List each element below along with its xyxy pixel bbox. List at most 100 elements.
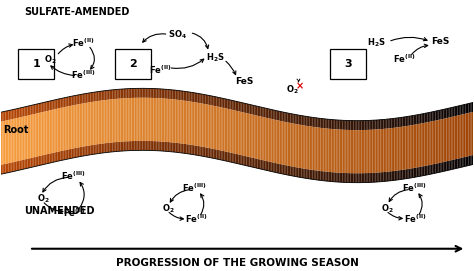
Polygon shape xyxy=(289,113,291,123)
Polygon shape xyxy=(267,118,268,162)
Polygon shape xyxy=(281,121,283,164)
Polygon shape xyxy=(48,101,49,111)
Polygon shape xyxy=(81,147,82,156)
Polygon shape xyxy=(54,100,56,109)
Polygon shape xyxy=(410,116,412,125)
Polygon shape xyxy=(91,145,92,155)
Polygon shape xyxy=(177,100,179,143)
Polygon shape xyxy=(136,98,138,141)
Polygon shape xyxy=(410,168,412,178)
Polygon shape xyxy=(436,111,437,121)
Polygon shape xyxy=(156,98,158,141)
Text: $\mathbf{O_2}$: $\mathbf{O_2}$ xyxy=(162,203,175,215)
Polygon shape xyxy=(236,111,237,154)
Polygon shape xyxy=(360,173,362,183)
Polygon shape xyxy=(127,98,128,141)
Polygon shape xyxy=(86,146,87,156)
Polygon shape xyxy=(15,161,17,171)
Polygon shape xyxy=(45,154,46,164)
Polygon shape xyxy=(174,143,175,152)
Polygon shape xyxy=(398,170,399,180)
Polygon shape xyxy=(12,119,13,162)
Polygon shape xyxy=(375,120,377,130)
Polygon shape xyxy=(294,114,295,124)
Polygon shape xyxy=(380,172,382,182)
Polygon shape xyxy=(120,98,122,142)
Polygon shape xyxy=(442,162,443,172)
Text: $\mathbf{O_2}$: $\mathbf{O_2}$ xyxy=(44,54,57,66)
Polygon shape xyxy=(13,119,15,162)
Polygon shape xyxy=(2,164,4,174)
Polygon shape xyxy=(40,156,42,165)
Polygon shape xyxy=(65,107,67,150)
Polygon shape xyxy=(136,88,138,98)
Polygon shape xyxy=(346,173,347,182)
Polygon shape xyxy=(221,98,223,108)
Polygon shape xyxy=(75,105,76,148)
Polygon shape xyxy=(406,117,407,126)
Polygon shape xyxy=(377,129,379,173)
Polygon shape xyxy=(354,173,355,183)
Polygon shape xyxy=(423,123,425,166)
Polygon shape xyxy=(138,98,139,141)
Polygon shape xyxy=(284,122,286,165)
Polygon shape xyxy=(111,142,112,152)
Polygon shape xyxy=(344,120,346,130)
Polygon shape xyxy=(300,125,301,168)
Polygon shape xyxy=(150,98,152,141)
Polygon shape xyxy=(390,171,392,181)
Polygon shape xyxy=(330,120,331,129)
Polygon shape xyxy=(202,94,204,104)
Polygon shape xyxy=(448,117,450,161)
Polygon shape xyxy=(175,100,177,143)
Polygon shape xyxy=(94,101,95,145)
Polygon shape xyxy=(92,102,94,145)
Polygon shape xyxy=(226,151,228,161)
Polygon shape xyxy=(215,149,217,159)
Polygon shape xyxy=(155,141,156,151)
Polygon shape xyxy=(124,98,125,141)
Polygon shape xyxy=(262,160,264,170)
Polygon shape xyxy=(119,89,120,99)
Polygon shape xyxy=(2,121,4,164)
Polygon shape xyxy=(432,111,434,121)
Polygon shape xyxy=(310,169,311,179)
Polygon shape xyxy=(135,98,136,141)
Polygon shape xyxy=(217,107,218,150)
Polygon shape xyxy=(330,172,331,182)
Polygon shape xyxy=(420,114,421,124)
Polygon shape xyxy=(67,106,68,150)
Polygon shape xyxy=(174,99,175,143)
Polygon shape xyxy=(150,141,152,150)
Polygon shape xyxy=(287,166,289,175)
Polygon shape xyxy=(383,172,385,182)
Polygon shape xyxy=(45,111,46,155)
Text: $\mathbf{\times}$: $\mathbf{\times}$ xyxy=(295,80,304,91)
Polygon shape xyxy=(294,167,295,176)
Polygon shape xyxy=(350,130,352,173)
Polygon shape xyxy=(291,114,292,123)
Polygon shape xyxy=(97,92,99,101)
Polygon shape xyxy=(215,106,217,150)
Polygon shape xyxy=(355,130,357,173)
Polygon shape xyxy=(455,107,456,116)
Polygon shape xyxy=(451,107,453,117)
Polygon shape xyxy=(431,121,432,165)
Polygon shape xyxy=(402,170,404,179)
Polygon shape xyxy=(432,164,434,174)
Polygon shape xyxy=(438,120,440,163)
Polygon shape xyxy=(418,167,420,177)
Polygon shape xyxy=(450,160,451,170)
Polygon shape xyxy=(336,120,338,130)
Polygon shape xyxy=(308,117,310,126)
Polygon shape xyxy=(324,171,325,181)
Polygon shape xyxy=(53,153,54,162)
Polygon shape xyxy=(464,157,465,167)
Polygon shape xyxy=(465,156,467,166)
Polygon shape xyxy=(68,106,70,149)
Polygon shape xyxy=(73,148,75,158)
Polygon shape xyxy=(109,90,111,99)
Polygon shape xyxy=(297,124,299,168)
Polygon shape xyxy=(218,107,219,150)
Polygon shape xyxy=(177,143,179,153)
